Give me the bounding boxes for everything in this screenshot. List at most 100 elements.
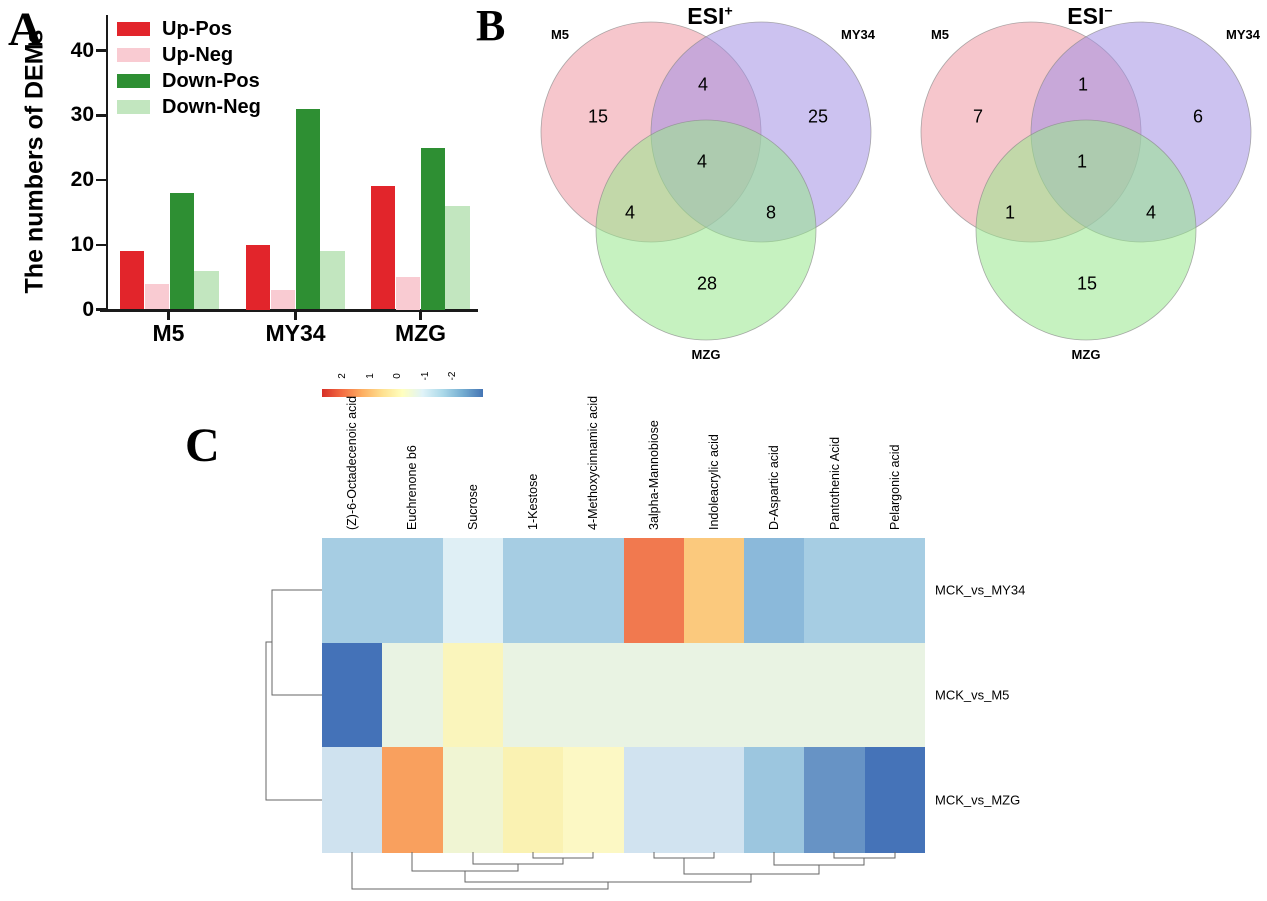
bar-down-pos-m5 — [169, 192, 194, 310]
heatmap-cell — [683, 538, 745, 644]
row-dendrogram — [265, 589, 322, 801]
venn-set-label-my34: MY34 — [1226, 27, 1260, 42]
heatmap-cell — [563, 642, 624, 748]
heatmap-column-label: Sucrose — [465, 484, 480, 530]
legend-swatch-up-neg — [117, 48, 150, 62]
venn-count-m5-my34: 1 — [1077, 74, 1089, 95]
y-tick-label: 30 — [70, 103, 94, 127]
venn-title-sup: + — [724, 3, 733, 20]
heatmap-cell — [502, 747, 564, 853]
colorbar-tick-label: 1 — [365, 373, 376, 379]
colorbar-tick-label: -1 — [420, 371, 431, 381]
heatmap-column-label: D-Aspartic acid — [767, 445, 782, 530]
heatmap-cell — [744, 747, 805, 853]
bar-up-neg-mzg — [395, 277, 420, 310]
colorbar-tick-label: 0 — [392, 373, 403, 379]
venn-set-label-mzg: MZG — [1071, 347, 1101, 362]
heatmap-cell — [623, 642, 685, 748]
bar-up-pos-m5 — [120, 251, 145, 310]
venn-set-label-my34: MY34 — [841, 27, 875, 42]
venn-count-mzg-only: 28 — [696, 273, 718, 294]
x-category-label: MZG — [394, 320, 447, 346]
bar-chart: The numbers of DEMs 0 10 20 30 40 M5 MY34 MZG … — [0, 0, 500, 360]
heatmap-cell — [623, 747, 685, 853]
heatmap-cell — [683, 642, 745, 748]
venn-esi-positive-title: ESI+ — [520, 3, 900, 30]
venn-count-my34-mzg: 4 — [1145, 202, 1157, 223]
venn-circle-mzg — [975, 119, 1197, 341]
venn-count-m5-only: 7 — [972, 106, 984, 127]
y-tick-mark — [96, 114, 106, 117]
x-tick-mark — [419, 311, 422, 320]
heatmap-row-label: MCK_vs_M5 — [935, 687, 1010, 703]
heatmap-cell — [864, 642, 926, 748]
heatmap-column-label: Pantothenic Acid — [827, 436, 842, 530]
legend-label-down-pos: Down-Pos — [162, 70, 260, 92]
colorbar-tick-label: 2 — [337, 373, 348, 379]
heatmap-cell — [563, 747, 624, 853]
heatmap-cell — [744, 538, 805, 644]
heatmap-cell — [502, 642, 564, 748]
legend-label-up-neg: Up-Neg — [162, 44, 234, 66]
x-category-label: M5 — [152, 320, 185, 346]
venn-esi-negative: ESI− M5 MY34 MZG 7 6 1 1 1 4 15 — [900, 3, 1267, 370]
legend-label-down-neg: Down-Neg — [162, 96, 261, 118]
heatmap-cell — [804, 642, 866, 748]
venn-set-label-m5: M5 — [550, 27, 570, 42]
venn-count-all: 1 — [1076, 151, 1088, 172]
venn-count-m5-mzg: 1 — [1004, 202, 1016, 223]
bar-down-pos-my34 — [295, 108, 320, 310]
venn-esi-positive: ESI+ M5 MY34 MZG 15 25 4 4 4 8 28 — [520, 3, 900, 370]
venn-circles — [920, 21, 1252, 341]
venn-count-m5-mzg: 4 — [624, 202, 636, 223]
x-category-label: MY34 — [265, 320, 326, 346]
heatmap-cell — [322, 747, 383, 853]
x-tick-mark — [167, 311, 170, 320]
bar-down-neg-mzg — [445, 205, 470, 310]
heatmap-column-label: 3alpha-Mannobiose — [646, 420, 661, 530]
y-tick-label: 0 — [82, 297, 94, 321]
heatmap-cell — [442, 642, 504, 748]
venn-count-my34-mzg: 8 — [765, 202, 777, 223]
panel-c-label: C — [185, 419, 220, 472]
venn-count-all: 4 — [696, 151, 708, 172]
y-axis-line — [105, 15, 108, 310]
bar-up-pos-my34 — [246, 244, 271, 310]
panel-b-label: B — [476, 1, 506, 50]
heatmap-cell — [563, 538, 624, 644]
venn-title-sup: − — [1104, 3, 1113, 20]
colorbar-tick-label: -2 — [447, 371, 458, 381]
heatmap-cell — [864, 747, 926, 853]
heatmap-cell — [322, 538, 383, 644]
y-tick-mark — [96, 243, 106, 246]
venn-circle-mzg — [595, 119, 817, 341]
heatmap-column-label: Indoleacrylic acid — [706, 434, 721, 530]
legend-swatch-down-pos — [117, 74, 150, 88]
y-tick-mark — [96, 49, 106, 52]
venn-set-label-mzg: MZG — [691, 347, 721, 362]
legend-swatch-down-neg — [117, 100, 150, 114]
heatmap-cell — [623, 538, 685, 644]
heatmap-cell — [683, 747, 745, 853]
venn-count-mzg-only: 15 — [1076, 273, 1098, 294]
bar-down-pos-mzg — [420, 147, 445, 310]
venn-circles — [540, 21, 872, 341]
heatmap-cell — [442, 538, 504, 644]
bar-down-neg-my34 — [320, 251, 345, 310]
heatmap-column-label: Euchrenone b6 — [405, 445, 420, 530]
heatmap-column-label: 4-Methoxycinnamic acid — [586, 395, 601, 530]
legend-swatch-up-pos — [117, 22, 150, 36]
y-tick-label: 10 — [70, 232, 94, 256]
heatmap-cell — [864, 538, 926, 644]
venn-count-m5-my34: 4 — [697, 74, 709, 95]
heatmap-column-label: 1-Kestose — [526, 473, 541, 530]
heatmap-cell — [744, 642, 805, 748]
heatmap-cell — [322, 642, 383, 748]
venn-title-text: ESI — [687, 3, 725, 29]
heatmap-cell — [804, 747, 866, 853]
heatmap-cell — [442, 747, 504, 853]
x-tick-mark — [294, 311, 297, 320]
venn-count-my34-only: 25 — [807, 106, 829, 127]
legend-label-up-pos: Up-Pos — [162, 18, 232, 40]
